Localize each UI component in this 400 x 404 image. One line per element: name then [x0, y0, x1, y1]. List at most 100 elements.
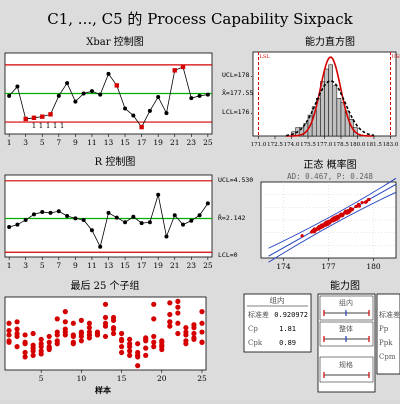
g-xbar-point: [206, 93, 210, 97]
g-xbar-point: [107, 72, 111, 76]
subgroup-point: [119, 331, 124, 336]
g-xbar-point-ooc: [173, 68, 177, 72]
r-chart-title: R 控制图: [95, 155, 136, 168]
g-xbar-point: [73, 100, 77, 104]
g-r-point: [90, 228, 94, 232]
xbar-test-flag: 1: [53, 122, 57, 130]
subgroup-point: [111, 325, 116, 330]
subgroup-point: [63, 327, 68, 332]
subgroups-tick-label: 15: [117, 374, 127, 383]
subgroup-point: [111, 315, 116, 320]
histogram-bar: [325, 69, 329, 136]
subgroup-point: [167, 300, 172, 305]
overall-stdev-label: 标准差: [379, 310, 400, 319]
histogram-tick-label: 172.5: [267, 142, 283, 148]
g-xbar-tick-label: 25: [203, 138, 213, 147]
g-r-point: [32, 212, 36, 216]
subgroup-point: [175, 305, 180, 310]
stats-cpk-label: Cpk: [248, 339, 263, 347]
g-r-tick-label: 7: [56, 261, 61, 270]
figure-title: C1, ..., C5 的 Process Capability Sixpack: [47, 10, 353, 28]
stats-title: 组内: [270, 295, 285, 305]
subgroup-point: [199, 321, 204, 326]
subgroup-point: [143, 346, 148, 351]
histogram-tick-label: 180.0: [350, 142, 366, 148]
subgroup-point: [47, 334, 52, 339]
probability-tick-label: 177: [321, 262, 336, 271]
xbar-test-flag: 1: [32, 122, 36, 130]
histogram-tick-label: 175.5: [300, 142, 316, 148]
g-r-tick-label: 11: [87, 261, 97, 270]
g-r-point: [107, 211, 111, 215]
g-r-tick-label: 21: [170, 261, 180, 270]
histogram-title: 能力直方图: [305, 35, 355, 48]
histogram-tick-label: 177.0: [317, 142, 333, 148]
g-xbar-point-ooc: [139, 125, 143, 129]
g-r-tick-label: 5: [40, 261, 45, 270]
g-r-tick-label: 15: [120, 261, 130, 270]
lsl-label: LSL: [260, 54, 271, 60]
subgroup-point: [199, 329, 204, 334]
overall-stats-box: [377, 294, 400, 374]
subgroups-chart-title: 最后 25 个子组: [70, 279, 139, 292]
subgroup-point: [71, 340, 76, 345]
subgroup-point: [175, 299, 180, 304]
xbar-test-flag: 1: [60, 122, 64, 130]
interval-spec-label: 规格: [339, 360, 353, 369]
subgroup-point: [31, 331, 36, 336]
subgroup-point: [39, 341, 44, 346]
subgroup-point: [103, 315, 108, 320]
probability-point: [350, 208, 353, 211]
subgroup-point: [135, 354, 140, 359]
subgroup-point: [23, 332, 28, 337]
subgroup-point: [183, 332, 188, 337]
subgroups-tick-label: 25: [197, 374, 207, 383]
subgroup-point: [127, 344, 132, 349]
r-plot-area: [5, 175, 212, 257]
subgroup-point: [39, 348, 44, 353]
g-r-point: [148, 220, 152, 224]
subgroup-point: [135, 341, 140, 346]
subgroup-point: [183, 341, 188, 346]
g-xbar-point-ooc: [181, 65, 185, 69]
g-xbar-tick-label: 1: [7, 138, 12, 147]
g-xbar-point: [98, 93, 102, 97]
g-r-point: [206, 201, 210, 205]
subgroups-tick-label: 20: [157, 374, 167, 383]
g-r-point: [73, 216, 77, 220]
xbar-test-flag: 1: [39, 122, 43, 130]
r-ucl-label: UCL=4.530: [218, 176, 253, 184]
g-r-point: [7, 225, 11, 229]
histogram-tick-label: 174.0: [284, 142, 300, 148]
capability-plot: 能力图 组内 标准差 0.920972 Cp 1.81 Cpk 0.89 组内 …: [244, 279, 400, 392]
g-xbar-point: [57, 94, 61, 98]
g-xbar-tick-label: 15: [120, 138, 130, 147]
probability-point: [357, 203, 360, 206]
g-xbar-tick-label: 19: [153, 138, 163, 147]
subgroup-point: [23, 350, 28, 355]
subgroup-point: [151, 340, 156, 345]
g-xbar-point-ooc: [24, 117, 28, 121]
subgroup-point: [119, 338, 124, 343]
histogram-bar: [333, 86, 337, 136]
g-xbar-point: [82, 92, 86, 96]
g-xbar-point-ooc: [48, 112, 52, 116]
subgroup-point: [23, 341, 28, 346]
g-xbar-point-ooc: [40, 114, 44, 118]
histogram-tick-label: 171.0: [251, 142, 267, 148]
subgroup-point: [14, 319, 19, 324]
g-r-point: [24, 218, 28, 222]
r-lcl-label: LCL=0: [218, 251, 238, 259]
g-xbar-point: [164, 111, 168, 115]
g-r-point: [123, 220, 127, 224]
probability-plot-title: 正态 概率图: [303, 158, 356, 171]
subgroup-point: [175, 321, 180, 326]
g-r-point: [164, 235, 168, 239]
subgroups-xlabel: 样本: [95, 385, 111, 395]
overall-ppk-label: Ppk: [379, 339, 393, 347]
